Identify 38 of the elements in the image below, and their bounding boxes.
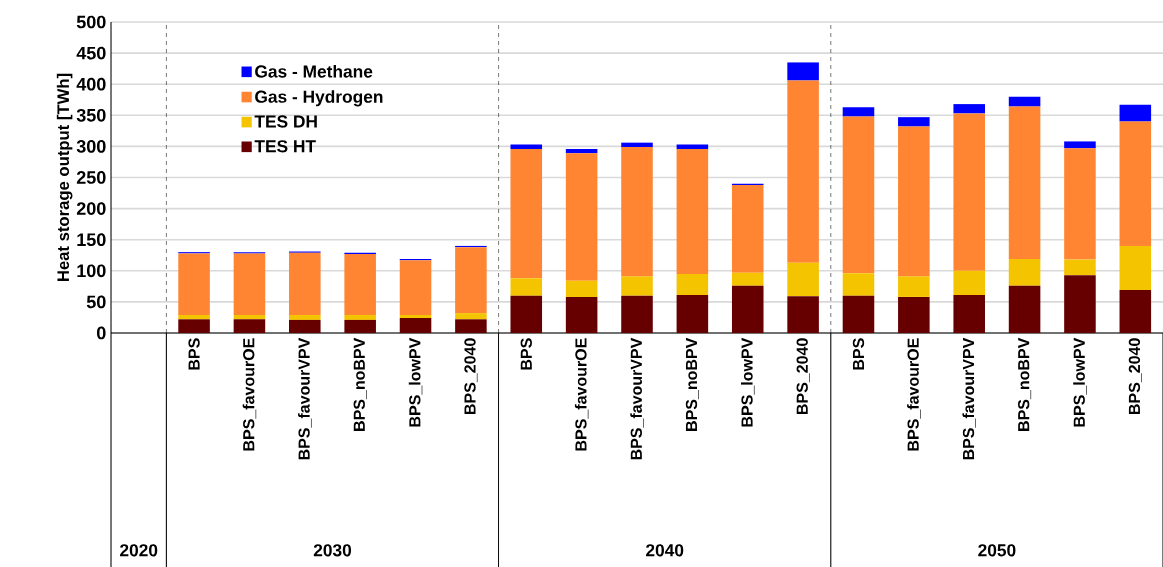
x-tick-label: BPS_favourVPV — [630, 337, 644, 460]
x-tick-label: BPS_lowPV — [740, 337, 755, 427]
x-tick-label: BPS_lowPV — [1073, 337, 1087, 427]
x-tick-label: BPS — [852, 338, 865, 370]
y-tick-label: 100 — [77, 264, 106, 278]
legend-label: TES DH — [254, 115, 317, 128]
y-tick-label: 300 — [76, 140, 106, 153]
x-tick-label: BPS — [520, 338, 532, 370]
x-tick-label: BPS_noBPV — [685, 337, 699, 431]
text: 2050 — [978, 544, 1016, 557]
y-tick-label: 200 — [76, 202, 106, 215]
x-tick-label: BPS_favourVPV — [962, 337, 976, 460]
y-tick-label: 500 — [76, 15, 106, 29]
x-tick-label: BPS_noBPV — [353, 337, 367, 431]
y-tick-label: 400 — [76, 77, 106, 91]
legend-label: Gas - Methane — [255, 64, 373, 78]
y-tick-label: 350 — [76, 108, 106, 122]
x-tick-label: BPS_2040 — [796, 338, 810, 415]
y-axis-title: Heat storage output [TWh] — [56, 73, 73, 282]
x-tick-label: BPS_2040 — [464, 338, 478, 415]
y-tick-label: 150 — [77, 233, 106, 247]
x-tick-label: BPS_favourOE — [242, 338, 257, 451]
x-tick-label: BPS_noBPV — [1018, 337, 1032, 431]
y-tick-label: 0 — [97, 326, 106, 340]
x-tick-label: BPS — [188, 338, 200, 370]
x-tick-label: BPS_favourOE — [907, 338, 921, 451]
y-tick-label: 250 — [76, 171, 106, 184]
text: 2030 — [313, 544, 352, 557]
text: 2020 — [120, 544, 158, 557]
text: 2040 — [646, 544, 684, 557]
y-tick-label: 50 — [86, 295, 106, 309]
x-tick-label: BPS_2040 — [1128, 338, 1142, 415]
y-tick-label: 450 — [76, 46, 106, 60]
legend-label: Gas - Hydrogen — [255, 90, 383, 107]
x-tick-label: BPS_lowPV — [408, 337, 423, 427]
legend-label: TES HT — [254, 140, 316, 153]
x-tick-label: BPS_favourOE — [574, 338, 589, 451]
x-tick-label: BPS_favourVPV — [298, 337, 312, 460]
